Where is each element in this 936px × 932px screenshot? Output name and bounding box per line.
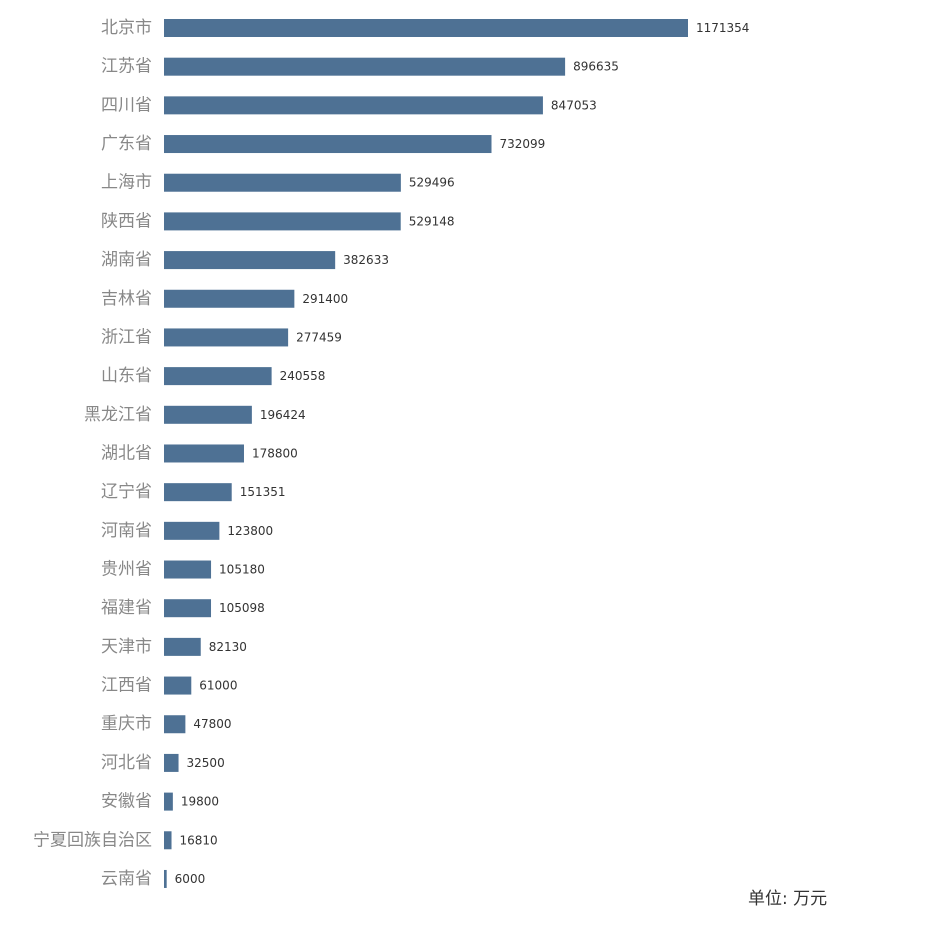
value-label-14: 105180 (219, 563, 265, 577)
bar-12 (164, 483, 232, 502)
category-label-12: 辽宁省 (101, 482, 152, 502)
category-label-6: 湖南省 (101, 250, 152, 270)
bar-15 (164, 599, 212, 618)
value-label-11: 178800 (252, 446, 298, 460)
category-label-2: 四川省 (101, 95, 152, 115)
category-label-10: 黑龙江省 (84, 405, 152, 425)
bar-18 (164, 715, 186, 734)
value-label-7: 291400 (302, 292, 348, 306)
bar-17 (164, 676, 192, 695)
bar-7 (164, 289, 295, 308)
value-label-13: 123800 (227, 524, 273, 538)
bar-1 (164, 57, 566, 76)
bar-2 (164, 96, 543, 115)
value-labels: 1171354 896635 847053 732099 529496 529148 382… (175, 21, 750, 886)
bar-4 (164, 173, 401, 192)
bar-6 (164, 251, 336, 270)
category-label-7: 吉林省 (101, 289, 152, 309)
category-label-17: 江西省 (101, 676, 152, 696)
value-label-2: 847053 (551, 98, 597, 112)
bars-layer (164, 19, 688, 888)
category-label-1: 江苏省 (101, 57, 152, 77)
category-label-8: 浙江省 (101, 327, 152, 347)
bar-21 (164, 831, 172, 850)
bar-5 (164, 212, 401, 231)
category-label-15: 福建省 (101, 598, 152, 618)
value-label-6: 382633 (343, 253, 389, 267)
category-label-16: 天津市 (101, 637, 152, 657)
category-label-3: 广东省 (101, 134, 152, 154)
value-label-17: 61000 (199, 679, 237, 693)
bar-8 (164, 328, 289, 347)
category-label-22: 云南省 (101, 869, 152, 889)
category-label-18: 重庆市 (101, 714, 152, 734)
bar-9 (164, 367, 272, 386)
category-label-21: 宁夏回族自治区 (33, 830, 152, 850)
value-label-10: 196424 (260, 408, 306, 422)
value-label-15: 105098 (219, 601, 265, 615)
category-label-19: 河北省 (101, 753, 152, 773)
category-label-5: 陕西省 (101, 211, 152, 231)
bar-16 (164, 637, 201, 656)
value-label-12: 151351 (240, 485, 286, 499)
category-labels: 北京市江苏省四川省广东省上海市陕西省湖南省吉林省浙江省山东省黑龙江省湖北省辽宁省… (33, 18, 152, 889)
value-label-16: 82130 (209, 640, 247, 654)
unit-note: 单位: 万元 (748, 889, 828, 909)
value-label-8: 277459 (296, 330, 342, 344)
value-label-0: 1171354 (696, 21, 749, 35)
value-label-18: 47800 (193, 717, 231, 731)
value-label-21: 16810 (180, 833, 218, 847)
bar-3 (164, 135, 492, 154)
category-label-20: 安徽省 (101, 792, 152, 812)
bar-11 (164, 444, 244, 463)
bar-10 (164, 405, 252, 424)
value-label-5: 529148 (409, 214, 455, 228)
value-label-1: 896635 (573, 60, 619, 74)
bar-0 (164, 19, 688, 37)
value-label-20: 19800 (181, 795, 219, 809)
value-label-22: 6000 (175, 872, 206, 886)
bar-19 (164, 753, 179, 772)
value-label-4: 529496 (409, 176, 455, 190)
category-label-11: 湖北省 (101, 443, 152, 463)
category-label-4: 上海市 (101, 173, 152, 193)
bar-20 (164, 792, 173, 811)
bar-13 (164, 521, 220, 540)
category-label-14: 贵州省 (101, 560, 152, 580)
category-label-13: 河南省 (101, 521, 152, 541)
value-label-3: 732099 (500, 137, 546, 151)
bar-22 (164, 869, 167, 888)
value-label-9: 240558 (280, 369, 326, 383)
category-label-9: 山东省 (101, 366, 152, 386)
value-label-19: 32500 (187, 756, 225, 770)
bar-14 (164, 560, 212, 579)
category-label-0: 北京市 (101, 18, 152, 38)
